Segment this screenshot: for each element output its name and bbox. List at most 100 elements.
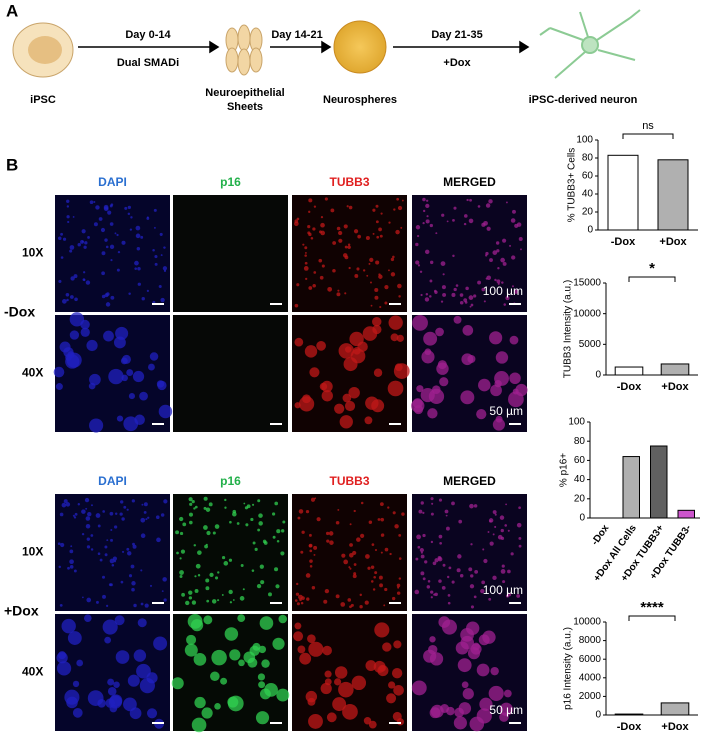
cell-signal bbox=[350, 603, 354, 607]
cell-signal bbox=[148, 363, 155, 371]
cell-signal bbox=[113, 560, 117, 563]
cell-signal bbox=[332, 268, 336, 273]
cell-signal bbox=[476, 708, 492, 724]
cell-signal bbox=[370, 580, 374, 583]
cell-signal bbox=[205, 578, 210, 583]
cell-signal bbox=[384, 547, 389, 552]
cell-signal bbox=[73, 274, 78, 279]
cell-signal bbox=[140, 569, 143, 572]
cell-signal bbox=[308, 533, 312, 537]
cell-signal bbox=[352, 574, 357, 579]
cell-signal bbox=[188, 497, 193, 502]
column-header: DAPI bbox=[98, 474, 127, 488]
cell-signal bbox=[313, 271, 317, 274]
cell-signal bbox=[397, 205, 403, 211]
cell-signal bbox=[412, 314, 428, 331]
cell-signal bbox=[346, 205, 349, 208]
cell-signal bbox=[320, 222, 325, 228]
cell-signal bbox=[304, 345, 318, 358]
cell-signal bbox=[420, 554, 425, 559]
cell-signal bbox=[56, 661, 72, 676]
cell-signal bbox=[205, 507, 211, 512]
cell-signal bbox=[137, 618, 147, 628]
arrow-label: +Dox bbox=[443, 57, 471, 69]
cell-signal bbox=[123, 697, 137, 712]
cell-signal bbox=[349, 543, 353, 547]
cell-signal bbox=[228, 558, 233, 562]
cell-signal bbox=[307, 634, 316, 644]
bar bbox=[614, 366, 644, 376]
cell-signal bbox=[365, 554, 370, 559]
cell-signal bbox=[476, 408, 487, 420]
cell-signal bbox=[261, 659, 270, 668]
cell-signal bbox=[104, 636, 112, 644]
cell-signal bbox=[310, 236, 314, 240]
cell-signal bbox=[497, 282, 500, 285]
cell-signal bbox=[58, 565, 62, 569]
cell-signal bbox=[306, 597, 310, 601]
cell-signal bbox=[154, 255, 158, 259]
cell-signal bbox=[146, 289, 150, 293]
cell-signal bbox=[488, 199, 493, 204]
cell-signal bbox=[470, 574, 474, 578]
cell-signal bbox=[323, 599, 328, 604]
cell-signal bbox=[347, 245, 351, 250]
cell-signal bbox=[372, 324, 382, 335]
cell-signal bbox=[377, 518, 381, 521]
cell-signal bbox=[296, 217, 300, 221]
cell-signal bbox=[296, 602, 300, 606]
cell-signal bbox=[145, 518, 148, 521]
cell-signal bbox=[90, 534, 94, 537]
cell-signal bbox=[343, 559, 349, 565]
cell-signal bbox=[502, 261, 507, 266]
cell-signal bbox=[370, 304, 373, 307]
cell-signal bbox=[438, 498, 443, 502]
cell-signal bbox=[58, 279, 62, 284]
cell-signal bbox=[99, 558, 103, 562]
cell-signal bbox=[432, 561, 437, 566]
cell-signal bbox=[305, 277, 308, 281]
cell-signal bbox=[341, 553, 346, 558]
cell-signal bbox=[508, 391, 524, 408]
cell-signal bbox=[374, 571, 378, 575]
cell-signal bbox=[65, 502, 71, 507]
cell-signal bbox=[102, 510, 105, 513]
cell-signal bbox=[74, 512, 78, 516]
cell-signal bbox=[489, 541, 494, 546]
cell-signal bbox=[158, 284, 162, 289]
cell-signal bbox=[95, 205, 100, 210]
cell-signal bbox=[353, 509, 356, 513]
cell-signal bbox=[473, 595, 477, 599]
cell-signal bbox=[465, 286, 469, 291]
cell-signal bbox=[296, 283, 300, 287]
cell-signal bbox=[447, 601, 451, 605]
cell-signal bbox=[437, 556, 443, 562]
cell-signal bbox=[294, 402, 301, 409]
cell-signal bbox=[336, 292, 341, 297]
cell-signal bbox=[334, 403, 345, 414]
cell-signal bbox=[458, 519, 463, 524]
cell-signal bbox=[379, 583, 384, 588]
cell-signal bbox=[309, 565, 313, 568]
cell-signal bbox=[163, 246, 166, 249]
cell-signal bbox=[243, 502, 246, 505]
cell-signal bbox=[107, 210, 112, 215]
cell-signal bbox=[388, 269, 390, 272]
cell-signal bbox=[104, 293, 109, 298]
cell-signal bbox=[330, 208, 335, 213]
cell-signal bbox=[509, 335, 519, 345]
cell-signal bbox=[161, 590, 164, 593]
cell-signal bbox=[69, 249, 73, 253]
cell-signal bbox=[135, 225, 141, 231]
cell-signal bbox=[251, 503, 255, 506]
x-tick-label: -Dox bbox=[617, 381, 642, 393]
cell-signal bbox=[304, 261, 308, 265]
cell-signal bbox=[180, 549, 186, 554]
cell-signal bbox=[57, 236, 62, 240]
cell-signal bbox=[282, 520, 286, 524]
cell-signal bbox=[104, 553, 108, 557]
y-tick-label: 5000 bbox=[579, 339, 602, 350]
arrow-label: Day 14-21 bbox=[271, 29, 322, 41]
y-tick-label: 15000 bbox=[573, 278, 601, 289]
y-axis-label: % p16+ bbox=[559, 453, 570, 487]
